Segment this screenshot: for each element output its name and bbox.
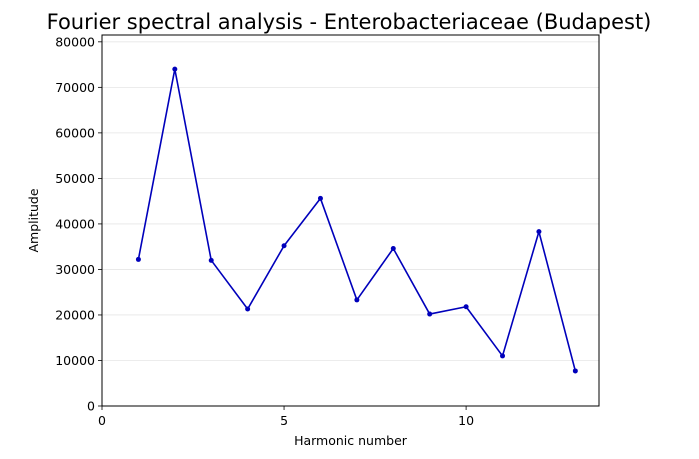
y-tick-label: 50000 [55,171,95,186]
plot-frame [101,34,600,407]
y-tick-label: 10000 [55,353,95,368]
data-point [354,297,360,303]
y-tick-label: 0 [87,399,95,414]
chart-title: Fourier spectral analysis - Enterobacter… [47,10,652,34]
ticks-layer: 0 10000 20000 30000 40000 50000 60000 70000 8000… [55,34,474,428]
series-layer [135,66,578,374]
grid-layer [102,41,599,407]
y-tick-label: 80000 [55,34,95,49]
y-tick-label: 20000 [55,307,95,322]
y-tick-label: 70000 [55,80,95,95]
data-point [390,245,396,251]
data-point [463,304,469,310]
x-tick-label: 5 [280,413,288,428]
data-point [536,229,542,235]
y-axis-label: Amplitude [26,188,41,252]
data-point [208,257,214,263]
data-point [245,306,251,312]
x-axis-label: Harmonic number [294,433,408,448]
data-point [317,195,323,201]
data-point [172,66,178,72]
data-point [281,243,287,249]
data-point [135,256,141,262]
y-tick-label: 30000 [55,262,95,277]
y-tick-label: 60000 [55,125,95,140]
x-tick-label: 10 [458,413,474,428]
data-point [427,311,433,317]
data-point [572,368,578,374]
y-tick-label: 40000 [55,216,95,231]
x-tick-label: 0 [98,413,106,428]
data-point [500,353,506,359]
